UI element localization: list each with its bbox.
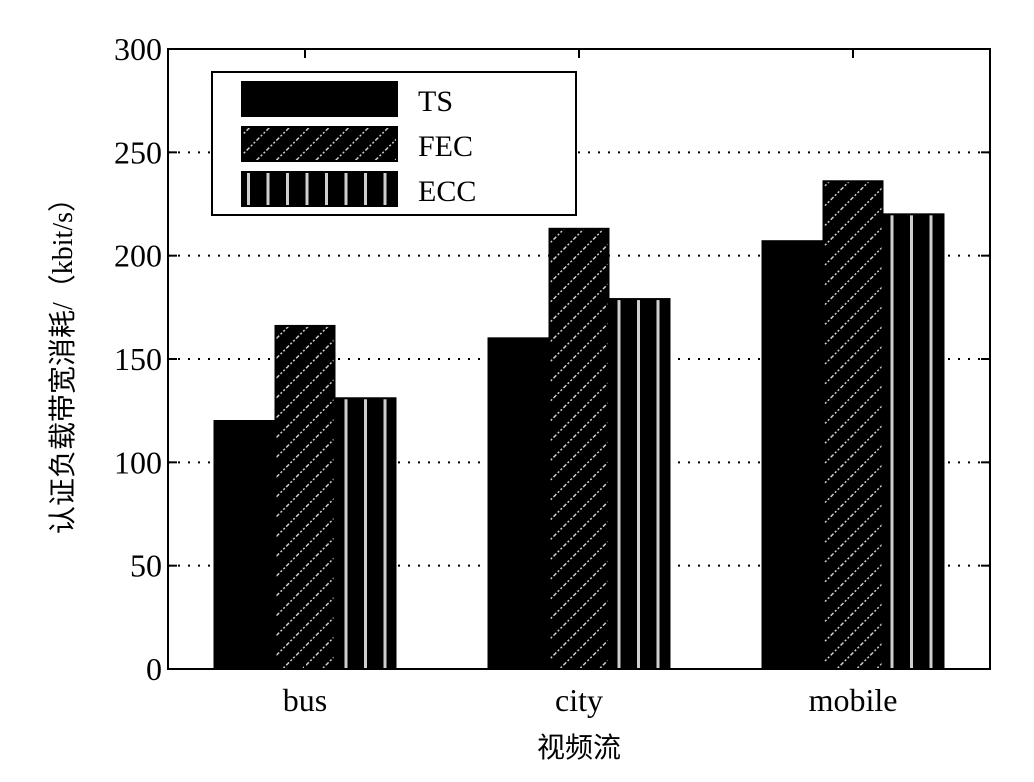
x-axis-label: 视频流 <box>537 732 621 764</box>
legend: TS FEC ECC <box>211 71 577 216</box>
y-axis-label: 认证负载带宽消耗/（kbit/s） <box>47 184 79 534</box>
y-tick-label: 50 <box>130 548 162 584</box>
legend-swatch-ts <box>241 81 398 117</box>
legend-swatch-fec <box>241 126 398 162</box>
y-tick-label: 250 <box>114 134 162 170</box>
bar-ecc-city <box>609 298 671 670</box>
legend-swatch-ecc <box>241 171 398 207</box>
x-axis-ticks: bus city mobile <box>283 49 898 718</box>
y-tick-label: 150 <box>114 341 162 377</box>
y-tick-label: 200 <box>114 238 162 274</box>
bar-ts-bus <box>213 420 275 670</box>
x-tick-label: bus <box>283 682 327 718</box>
bar-ecc-bus <box>335 397 397 670</box>
y-tick-label: 0 <box>146 651 162 687</box>
bar-fec-city <box>548 227 610 671</box>
legend-label-ts: TS <box>418 85 453 118</box>
bar-fec-mobile <box>822 180 884 670</box>
y-tick-label: 300 <box>114 31 162 67</box>
x-tick-label: city <box>555 682 603 718</box>
bar-ts-mobile <box>761 240 823 670</box>
bars <box>213 180 945 671</box>
y-tick-label: 100 <box>114 444 162 480</box>
y-axis-ticks: 0 50 100 150 200 250 300 <box>114 31 990 687</box>
bar-ts-city <box>487 337 549 670</box>
bar-ecc-mobile <box>883 213 945 670</box>
legend-label-fec: FEC <box>418 130 473 163</box>
x-tick-label: mobile <box>809 682 898 718</box>
legend-label-ecc: ECC <box>418 175 476 208</box>
bar-fec-bus <box>274 324 336 670</box>
